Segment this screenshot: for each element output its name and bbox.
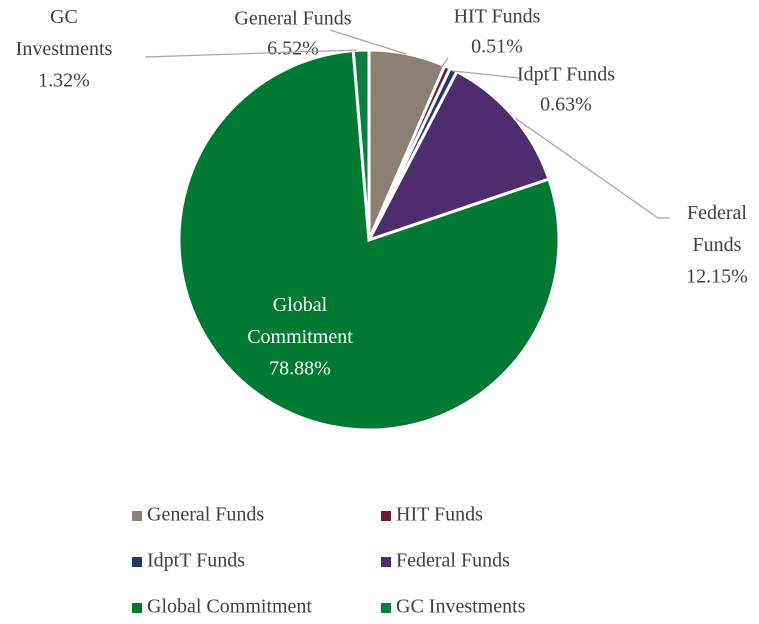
slice-label: General Funds: [234, 8, 351, 30]
pie-slice: [177, 49, 561, 432]
legend-label: IdptT Funds: [147, 550, 245, 572]
slice-value-label: 6.52%: [267, 38, 319, 60]
legend-label: Federal Funds: [396, 550, 510, 572]
legend-swatch: [132, 557, 142, 567]
label-line: Federal: [687, 202, 747, 224]
legend-swatch: [381, 557, 391, 567]
slice-value-label: 78.88%: [269, 358, 331, 380]
slice-label: Federal Funds: [687, 202, 747, 256]
slice-label: HIT Funds: [454, 6, 541, 28]
label-line: Investments: [16, 38, 113, 60]
slice-label: IdptT Funds: [517, 64, 615, 86]
pie: [177, 48, 561, 432]
slice-value-label: 0.63%: [540, 94, 592, 116]
data-labels: General Funds 6.52% HIT Funds 0.51% IdptT Fu…: [16, 6, 748, 380]
leader-line: [440, 57, 449, 69]
label-line: Funds: [693, 234, 742, 256]
legend-label: Global Commitment: [147, 596, 312, 618]
leader-line: [452, 70, 521, 79]
legend-label: HIT Funds: [396, 504, 483, 526]
legend-swatch: [132, 603, 142, 613]
label-line: Commitment: [247, 326, 353, 348]
slice-value-label: 12.15%: [686, 266, 748, 288]
leader-line: [514, 117, 670, 219]
slice-value-label: 1.32%: [38, 70, 90, 92]
legend-label: GC Investments: [396, 596, 526, 618]
pie-slice: [365, 69, 551, 243]
slice-label: GC Investments: [16, 6, 113, 60]
label-line: GC: [50, 6, 78, 28]
legend-swatch: [381, 603, 391, 613]
label-line: Global: [273, 294, 328, 316]
slice-label: Global Commitment: [247, 294, 353, 348]
legend-label: General Funds: [147, 504, 264, 526]
legend: General Funds HIT Funds IdptT Funds Federal…: [132, 504, 526, 618]
leader-line: [329, 29, 407, 55]
legend-swatch: [132, 511, 142, 521]
legend-swatch: [381, 511, 391, 521]
leader-line: [144, 49, 358, 58]
slice-value-label: 0.51%: [471, 36, 523, 58]
